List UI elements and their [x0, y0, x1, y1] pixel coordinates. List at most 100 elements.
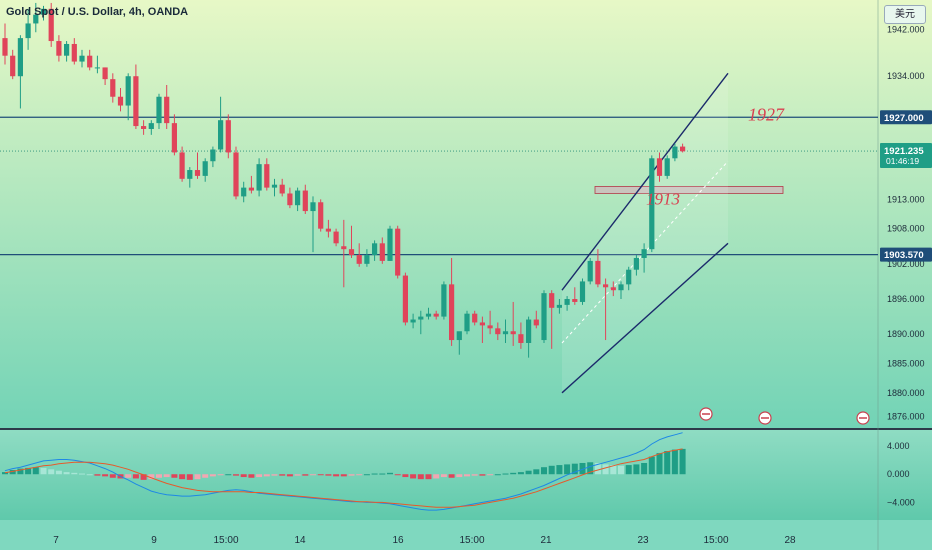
- candle-body: [318, 202, 324, 229]
- candle-body: [310, 202, 316, 212]
- candle-body: [110, 79, 116, 97]
- channel-upper-line: [561, 72, 729, 291]
- candle-body: [549, 293, 555, 308]
- annotation-1927: 1927: [748, 104, 785, 124]
- candle-body: [287, 193, 293, 206]
- macd-histogram-bar: [186, 474, 193, 480]
- candle-body: [356, 255, 362, 264]
- macd-histogram-bar: [148, 474, 155, 480]
- macd-histogram-bar: [387, 472, 393, 475]
- candle-body: [495, 328, 501, 335]
- macd-histogram-bar: [648, 456, 655, 475]
- price-tick-label: 1876.000: [887, 411, 925, 421]
- macd-histogram-bar: [271, 474, 278, 476]
- macd-histogram-bar: [302, 474, 309, 476]
- candle-body: [472, 313, 478, 323]
- candle-body: [295, 190, 301, 206]
- candle-body: [572, 299, 578, 302]
- macd-histogram-bar: [179, 474, 186, 480]
- macd-histogram-bar: [671, 449, 678, 475]
- candle-body: [210, 149, 216, 162]
- macd-histogram-bar: [633, 464, 640, 475]
- time-tick-label: 14: [294, 535, 306, 546]
- macd-histogram-bar: [163, 474, 170, 478]
- candle-body: [79, 55, 85, 62]
- macd-histogram-bar: [9, 470, 16, 475]
- macd-histogram-bar: [363, 474, 370, 476]
- macd-histogram-bar: [587, 462, 594, 475]
- macd-histogram-bar: [541, 467, 547, 475]
- candle-body: [425, 313, 432, 317]
- countdown-label: 01:46:19: [886, 156, 919, 166]
- macd-histogram-bar: [40, 467, 47, 475]
- macd-histogram-bar: [217, 474, 224, 476]
- macd-histogram-bar: [594, 462, 601, 475]
- candle-body: [341, 246, 347, 250]
- time-tick-label: 16: [392, 535, 404, 546]
- candle-body: [579, 281, 586, 302]
- macd-histogram-bar: [55, 470, 62, 475]
- candle-body: [348, 249, 355, 256]
- candle-body: [241, 187, 247, 197]
- last-price-box: [880, 143, 932, 169]
- macd-histogram-bar: [356, 474, 363, 476]
- macd-histogram-bar: [102, 474, 109, 477]
- macd-histogram-bar: [464, 474, 470, 477]
- macd-histogram-bar: [479, 474, 486, 476]
- macd-histogram-bar: [86, 474, 93, 476]
- macd-histogram-bar: [32, 467, 39, 475]
- candle-body: [164, 96, 170, 124]
- price-tick-label: 1908.000: [887, 224, 925, 234]
- macd-histogram-bar: [317, 474, 324, 476]
- macd-histogram-bar: [625, 465, 632, 475]
- macd-histogram-bar: [240, 474, 247, 478]
- candle-body: [395, 228, 401, 276]
- macd-histogram-bar: [517, 472, 524, 475]
- time-tick-label: 7: [53, 535, 59, 546]
- candle-body: [156, 96, 162, 124]
- time-tick-label: 15:00: [703, 535, 728, 546]
- candle-body: [56, 41, 62, 56]
- candle-body: [40, 8, 47, 15]
- macd-tick-label: −4.000: [887, 497, 915, 507]
- candle-body: [610, 287, 616, 291]
- candle-body: [17, 38, 23, 77]
- macd-histogram-bar: [487, 474, 494, 476]
- candle-body: [402, 275, 408, 323]
- macd-histogram-bar: [202, 474, 209, 478]
- price-tick-label: 1942.000: [887, 24, 925, 34]
- macd-histogram-bar: [171, 474, 178, 478]
- candle-body: [379, 243, 385, 261]
- candle-body: [564, 299, 570, 305]
- macd-histogram-bar: [456, 474, 463, 478]
- candle-body: [418, 316, 424, 320]
- macd-histogram-bar: [610, 465, 617, 475]
- price-tick-label: 1890.000: [887, 329, 925, 339]
- candle-body: [279, 184, 285, 194]
- candle-body: [664, 158, 670, 176]
- macd-histogram-bar: [71, 472, 78, 475]
- time-axis-background: [0, 520, 932, 550]
- time-tick-label: 28: [784, 535, 796, 546]
- macd-histogram-bar: [379, 473, 386, 475]
- macd-histogram-bar: [48, 469, 55, 475]
- candle-body: [456, 331, 462, 341]
- macd-histogram-bar: [448, 474, 455, 478]
- macd-histogram-bar: [440, 474, 447, 478]
- macd-histogram-bar: [156, 474, 162, 478]
- annotation-1913: 1913: [646, 189, 680, 208]
- candle-body: [187, 170, 193, 179]
- horizontal-level-label: 1927.000: [884, 113, 924, 124]
- candle-body: [410, 319, 416, 323]
- candle-body: [325, 228, 331, 232]
- macd-histogram-bar: [656, 453, 663, 475]
- candle-body: [518, 334, 524, 343]
- candle-body: [48, 8, 54, 42]
- macd-histogram-bar: [425, 474, 432, 480]
- candle-body: [464, 313, 470, 332]
- candle-body: [225, 120, 231, 153]
- macd-histogram-bar: [132, 474, 139, 479]
- currency-button[interactable]: 美元: [884, 5, 926, 24]
